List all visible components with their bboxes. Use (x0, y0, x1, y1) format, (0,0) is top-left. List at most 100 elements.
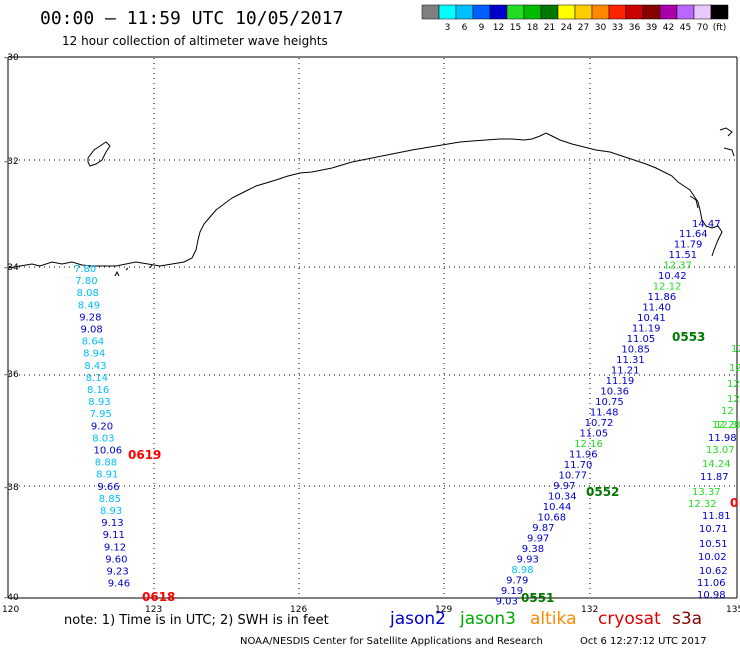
wave-value-diagonal: 11.48 (590, 408, 619, 419)
legend-swatch (472, 4, 491, 20)
time-label: 0552 (586, 485, 619, 499)
wave-value-left: 9.13 (101, 518, 123, 529)
wave-value-diagonal: 11.31 (616, 355, 645, 366)
legend-swatch (523, 4, 542, 20)
legend-swatch (438, 4, 457, 20)
lon-label: 132 (581, 605, 598, 615)
wave-value-edge: 12 (731, 344, 740, 355)
graticule (9, 58, 736, 597)
wave-value-right: 11.98 (708, 433, 737, 444)
wave-value-diagonal: 11.64 (679, 229, 708, 240)
wave-value-right: 11.06 (697, 578, 726, 589)
wave-value-diagonal: 9.79 (506, 576, 528, 587)
wave-value-diagonal: 10.68 (538, 513, 567, 524)
wave-value-left: 8.91 (96, 470, 118, 481)
wave-value-diagonal: 11.79 (674, 240, 703, 251)
legend-swatch (540, 4, 559, 20)
wave-value-left: 9.11 (103, 530, 125, 541)
wave-value-right: 12.23 (712, 420, 740, 431)
wave-value-left: 8.14 (86, 373, 108, 384)
wave-value-left: 8.43 (84, 361, 106, 372)
wave-value-left: 9.23 (107, 567, 129, 578)
wave-value-diagonal: 11.96 (569, 450, 598, 461)
wave-value-diagonal: 11.86 (648, 292, 677, 303)
wave-value-right: 13.07 (706, 445, 735, 456)
legend-label: 42 (663, 23, 674, 33)
wave-value-right: 11.87 (700, 472, 729, 483)
wave-value-left: 7.80 (74, 264, 96, 275)
legend-swatch (710, 4, 729, 20)
wave-value-left: 8.64 (82, 337, 104, 348)
wave-value-left: 8.03 (92, 433, 114, 444)
lon-label: 120 (2, 605, 19, 615)
wave-value-left: 10.06 (94, 446, 123, 457)
legend-label: 30 (595, 23, 607, 33)
map-title: 00:00 – 11:59 UTC 10/05/2017 (40, 8, 343, 29)
wave-value-diagonal: 10.36 (600, 387, 629, 398)
wave-value-diagonal: 9.38 (522, 544, 544, 555)
legend-swatch (557, 4, 576, 20)
lat-label: -40 (4, 593, 19, 603)
wave-value-diagonal: 11.05 (627, 334, 656, 345)
wave-value-right: 11.81 (702, 511, 731, 522)
wave-value-diagonal: 10.41 (637, 313, 666, 324)
lat-label: -36 (4, 370, 19, 380)
wave-value-edge: 12 (727, 394, 740, 405)
wave-value-left: 8.16 (87, 385, 109, 396)
wave-value-left: 9.66 (97, 482, 119, 493)
legend-swatch (489, 4, 508, 20)
time-label: 0551 (521, 591, 554, 605)
wave-value-diagonal: 8.98 (511, 565, 533, 576)
legend-label: 18 (527, 23, 539, 33)
wave-value-left: 7.80 (75, 276, 97, 287)
lon-label: 129 (435, 605, 452, 615)
wave-value-diagonal: 11.19 (632, 324, 661, 335)
credit-text: NOAA/NESDIS Center for Satellite Applica… (240, 636, 543, 647)
wave-value-diagonal: 11.51 (669, 250, 698, 261)
lat-label: -32 (4, 157, 19, 167)
satellite-jason3-label: jason3 (459, 609, 516, 629)
wave-value-diagonal: 9.19 (501, 586, 523, 597)
wave-value-edge: 12.3 (715, 420, 737, 431)
wave-value-diagonal: 10.75 (595, 397, 624, 408)
wave-value-edge: 12 (727, 379, 740, 390)
legend-label: 9 (479, 23, 485, 33)
wave-height-points: 7.807.808.088.499.289.088.648.948.438.14… (74, 219, 740, 608)
legend-label: 15 (510, 23, 521, 33)
wave-value-left: 8.93 (100, 506, 122, 517)
map-subtitle: 12 hour collection of altimeter wave hei… (62, 34, 328, 48)
wave-value-diagonal: 10.77 (558, 471, 587, 482)
legend-label: 24 (561, 23, 573, 33)
legend-swatch (659, 4, 678, 20)
color-legend: 3 6 9 12 15 18 21 24 27 30 33 36 39 42 45 70 (ft) (421, 4, 729, 33)
footer-note: note: 1) Time is in UTC; 2) SWH is in fe… (64, 613, 329, 628)
legend-swatch (421, 4, 440, 20)
australia-coastline (7, 127, 735, 277)
wave-value-right: 10.51 (699, 539, 728, 550)
wave-value-right: 10.98 (697, 590, 726, 601)
lat-label: -34 (4, 263, 19, 273)
legend-label: 33 (612, 23, 623, 33)
wave-value-left: 8.49 (78, 300, 100, 311)
wave-value-diagonal: 10.34 (548, 492, 577, 503)
wave-value-right: 10.02 (698, 552, 727, 563)
map-frame (7, 56, 738, 599)
legend-swatch (574, 4, 593, 20)
wave-value-right: 14.47 (692, 219, 721, 230)
wave-value-edge: 12 (721, 406, 734, 417)
lon-label: 123 (145, 605, 162, 615)
lat-label: -38 (4, 483, 19, 493)
time-label: 0 (730, 496, 738, 510)
lon-label: 126 (290, 605, 307, 615)
legend-label: (ft) (713, 23, 727, 33)
legend-label: 45 (680, 23, 691, 33)
satellite-jason2-label: jason2 (389, 609, 446, 629)
timestamp-text: Oct 6 12:27:12 UTC 2017 (580, 636, 707, 647)
lat-label: -30 (4, 53, 19, 63)
wave-value-right: 14.24 (702, 459, 731, 470)
legend-label: 6 (462, 23, 468, 33)
legend-label: 70 (697, 23, 709, 33)
wave-value-right: 12.32 (688, 499, 717, 510)
legend-swatch (608, 4, 627, 20)
